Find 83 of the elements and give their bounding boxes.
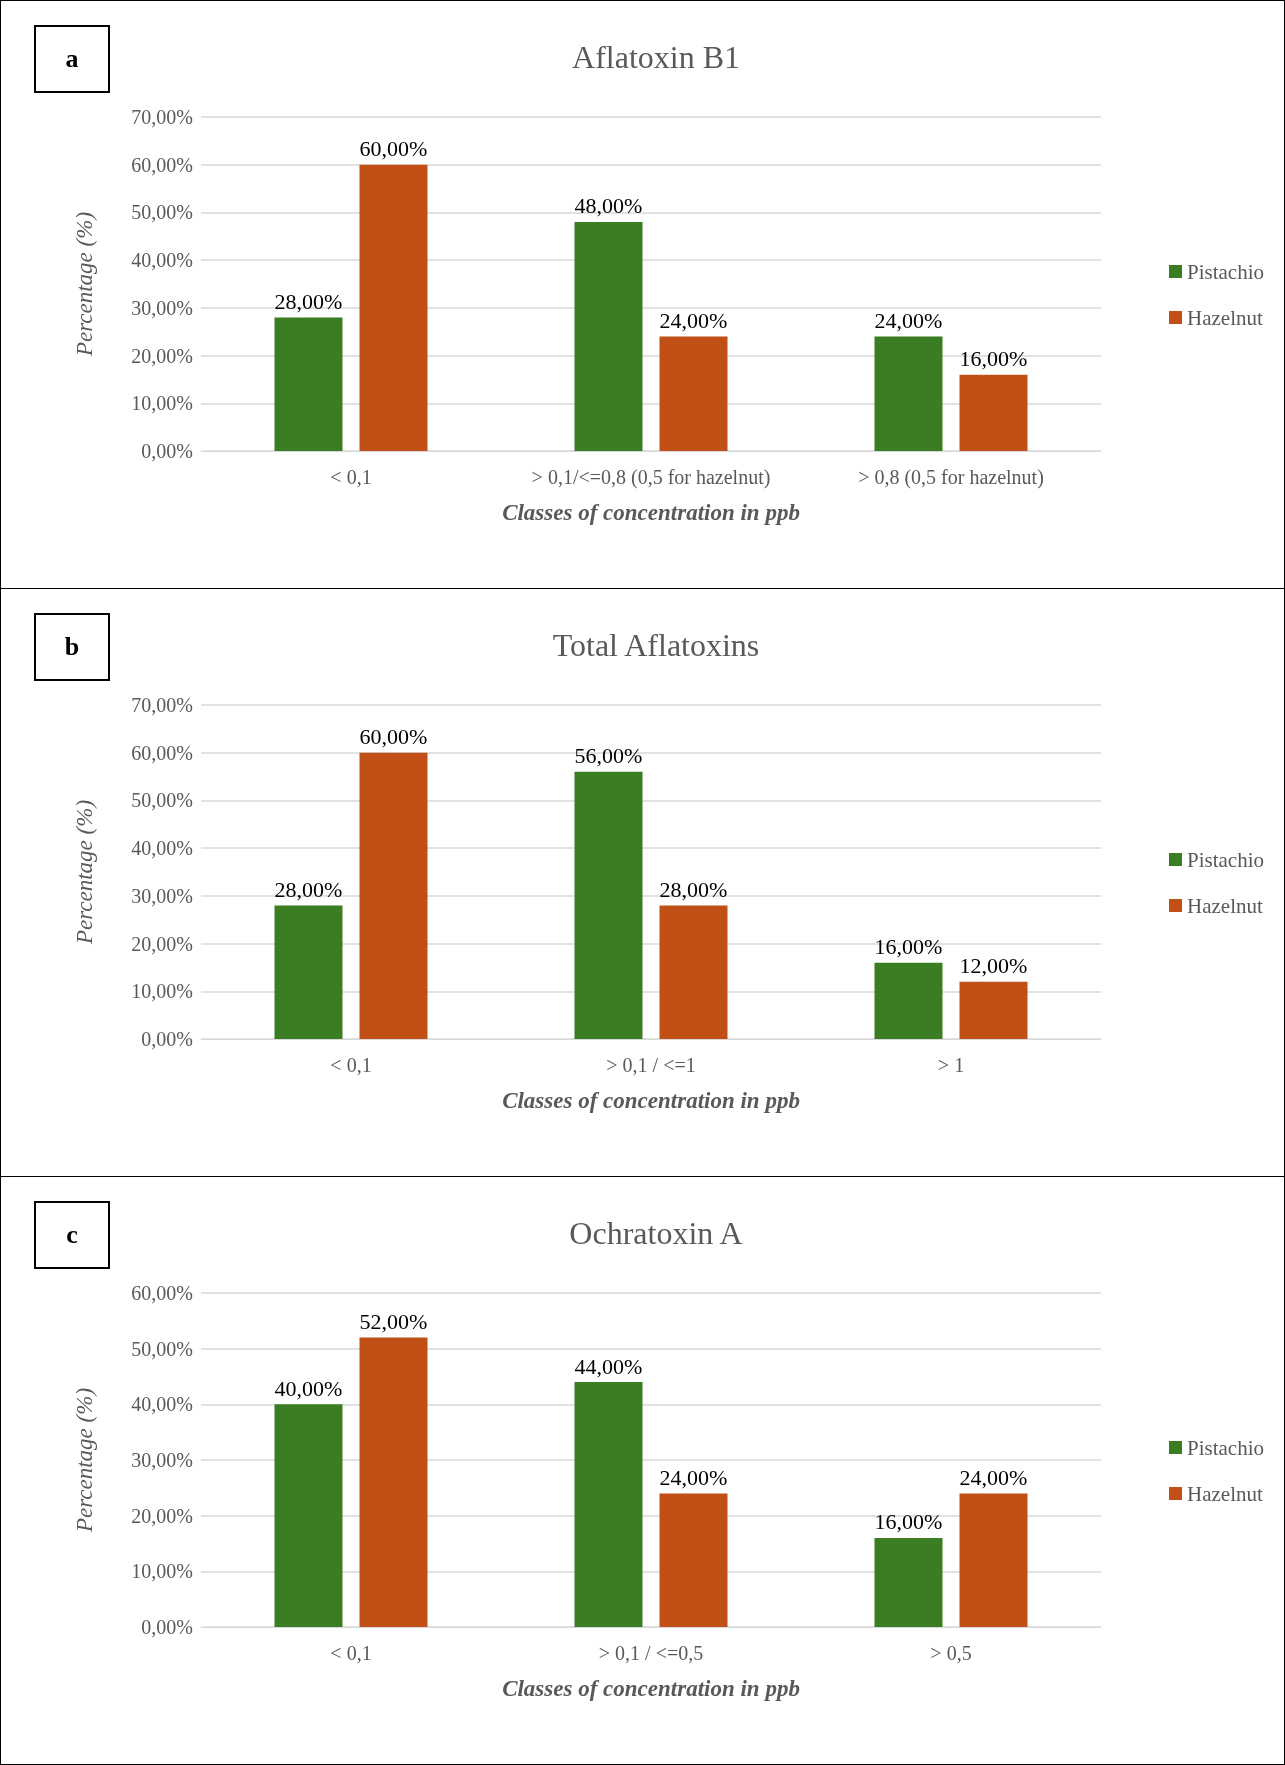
bar (274, 905, 343, 1039)
data-label: 60,00% (359, 136, 428, 162)
chart-title: Total Aflatoxins (552, 627, 760, 663)
y-tick-label: 10,00% (131, 1560, 193, 1583)
y-tick-label: 70,00% (131, 106, 193, 128)
x-tick-label: > 1 (937, 1054, 965, 1076)
y-tick-label: 60,00% (131, 741, 193, 764)
bar (874, 336, 943, 451)
y-tick-label: 0,00% (141, 1616, 193, 1638)
y-tick-label: 20,00% (131, 344, 193, 367)
bar (574, 221, 643, 451)
legend-label: Pistachio (1187, 259, 1264, 284)
bar (874, 962, 943, 1039)
data-label: 40,00% (274, 1375, 343, 1401)
bar (874, 1537, 943, 1627)
y-tick-label: 50,00% (131, 789, 193, 812)
y-tick-label: 10,00% (131, 980, 193, 1003)
legend-label: Pistachio (1187, 847, 1264, 872)
y-tick-label: 20,00% (131, 1504, 193, 1527)
x-tick-label: > 0,1 / <=0,5 (598, 1642, 704, 1664)
x-tick-label: < 0,1 (330, 466, 372, 488)
data-label: 28,00% (274, 288, 343, 314)
y-tick-label: 0,00% (141, 440, 193, 462)
bar (574, 771, 643, 1039)
bar (359, 1337, 428, 1627)
legend-label: Pistachio (1187, 1435, 1264, 1460)
data-label: 24,00% (874, 307, 943, 333)
y-tick-label: 10,00% (131, 392, 193, 415)
data-label: 24,00% (659, 1464, 728, 1490)
data-label: 60,00% (359, 724, 428, 750)
y-tick-label: 20,00% (131, 932, 193, 955)
y-tick-label: 40,00% (131, 1393, 193, 1416)
legend-label: Hazelnut (1187, 305, 1263, 330)
bar (959, 374, 1028, 451)
data-label: 24,00% (959, 1464, 1028, 1490)
y-tick-label: 40,00% (131, 837, 193, 860)
x-axis-title: Classes of concentration in ppb (502, 1676, 800, 1701)
legend-label: Hazelnut (1187, 1481, 1263, 1506)
bar (274, 317, 343, 451)
data-label: 16,00% (874, 934, 943, 960)
data-label: 12,00% (959, 953, 1028, 979)
data-label: 48,00% (574, 193, 643, 219)
x-tick-label: < 0,1 (330, 1642, 372, 1664)
y-tick-label: 40,00% (131, 249, 193, 272)
y-axis-title: Percentage (%) (72, 1387, 97, 1534)
y-tick-label: 50,00% (131, 201, 193, 224)
y-tick-label: 60,00% (131, 1282, 193, 1304)
bar (274, 1404, 343, 1627)
x-axis-title: Classes of concentration in ppb (502, 500, 800, 525)
y-axis-title: Percentage (%) (72, 799, 97, 946)
data-label: 16,00% (874, 1509, 943, 1535)
x-tick-label: > 0,1/<=0,8 (0,5 for hazelnut) (531, 466, 771, 489)
data-label: 28,00% (659, 876, 728, 902)
bar (959, 981, 1028, 1039)
bar (359, 752, 428, 1039)
y-tick-label: 70,00% (131, 694, 193, 716)
y-tick-label: 30,00% (131, 1449, 193, 1471)
y-tick-label: 0,00% (141, 1028, 193, 1050)
y-tick-label: 30,00% (131, 296, 193, 319)
bar (359, 164, 428, 451)
y-tick-label: 50,00% (131, 1337, 193, 1360)
chart-title: Aflatoxin B1 (572, 39, 740, 75)
data-label: 56,00% (574, 743, 643, 769)
data-label: 28,00% (274, 876, 343, 902)
legend-label: Hazelnut (1187, 893, 1263, 918)
y-axis-title: Percentage (%) (72, 211, 97, 358)
bar (659, 1493, 728, 1627)
x-tick-label: > 0,1 / <=1 (606, 1054, 696, 1076)
y-tick-label: 30,00% (131, 884, 193, 907)
data-label: 44,00% (574, 1353, 643, 1379)
data-label: 52,00% (359, 1309, 428, 1335)
x-tick-label: > 0,5 (930, 1642, 972, 1664)
x-axis-title: Classes of concentration in ppb (502, 1088, 800, 1113)
bar (659, 905, 728, 1039)
chart-title: Ochratoxin A (569, 1215, 743, 1251)
bar (959, 1493, 1028, 1627)
data-label: 24,00% (659, 307, 728, 333)
x-tick-label: > 0,8 (0,5 for hazelnut) (858, 466, 1044, 489)
data-label: 16,00% (959, 346, 1028, 372)
bar (574, 1382, 643, 1627)
x-tick-label: < 0,1 (330, 1054, 372, 1076)
y-tick-label: 60,00% (131, 153, 193, 176)
bar (659, 336, 728, 451)
